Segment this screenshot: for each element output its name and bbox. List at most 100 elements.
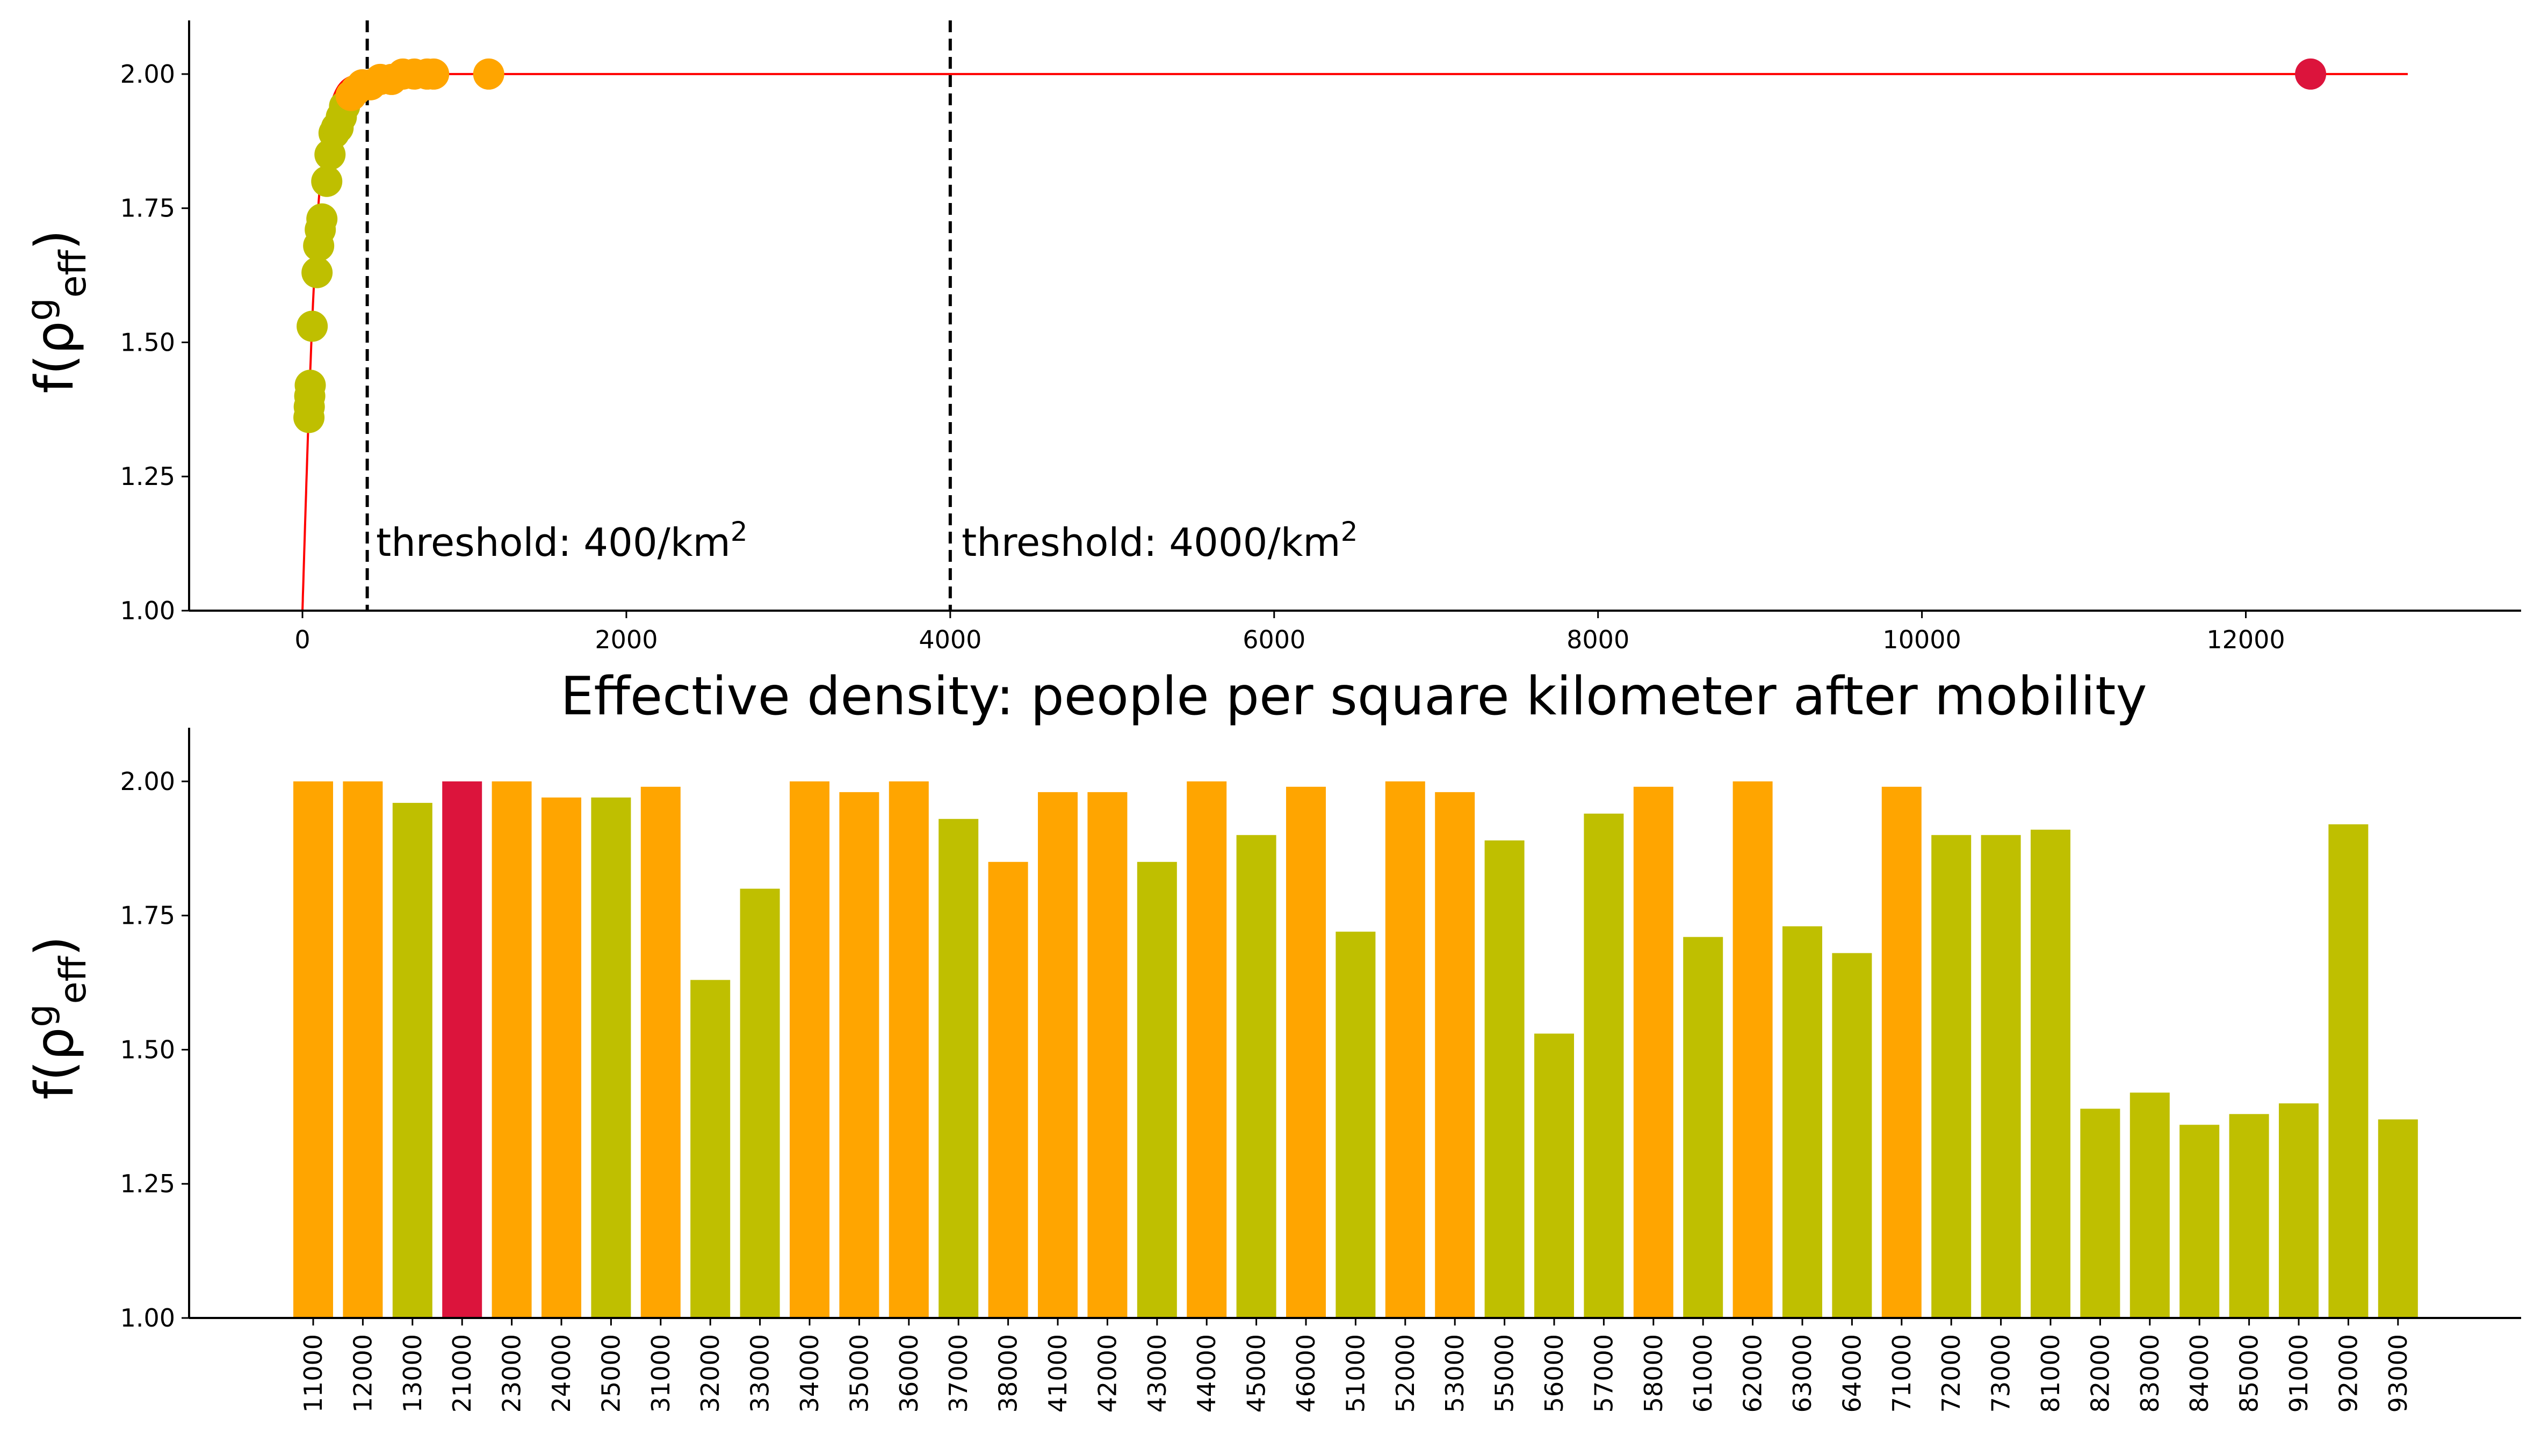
x-tick-label: 2000 — [595, 625, 658, 654]
bar — [591, 797, 631, 1318]
category-label: 34000 — [795, 1334, 824, 1412]
category-label: 13000 — [398, 1334, 427, 1412]
category-label: 24000 — [547, 1334, 576, 1412]
bar — [2328, 824, 2369, 1318]
y-tick-label: 1.00 — [120, 1303, 175, 1332]
bar — [790, 781, 829, 1318]
bottom-bar-chart: 1.00 1.25 1.50 1.75 2.00 11000 12000 13000 2100… — [19, 728, 2521, 1412]
x-tick-label: 8000 — [1567, 625, 1629, 654]
bar — [740, 888, 780, 1318]
bar — [1881, 786, 1922, 1318]
bar — [1534, 1033, 1574, 1318]
category-label: 82000 — [2085, 1334, 2114, 1412]
category-label: 64000 — [1837, 1334, 1866, 1412]
category-label: 53000 — [1440, 1334, 1469, 1412]
category-label: 92000 — [2334, 1334, 2363, 1412]
bar — [1832, 953, 1872, 1318]
x-tick-label: 6000 — [1243, 625, 1305, 654]
x-tick-label: 12000 — [2206, 625, 2285, 654]
bar — [1435, 792, 1475, 1318]
bar — [1286, 786, 1326, 1318]
category-label: 36000 — [894, 1334, 923, 1412]
x-axis-title: Effective density: people per square kil… — [560, 666, 2147, 727]
category-label: 25000 — [596, 1334, 625, 1412]
threshold-400-label: threshold: 400/km2 — [376, 516, 748, 565]
category-label: 33000 — [746, 1334, 775, 1412]
bar — [1981, 835, 2021, 1318]
category-label: 62000 — [1738, 1334, 1767, 1412]
y-tick-label: 1.25 — [120, 1169, 175, 1198]
y-tick-label: 2.00 — [120, 767, 175, 796]
category-label: 11000 — [299, 1334, 328, 1412]
scatter-point — [294, 370, 326, 401]
bar — [542, 797, 581, 1318]
fit-curve — [301, 73, 2408, 611]
top-y-axis-title: f(ρgeff) — [19, 229, 95, 393]
bar — [2279, 1103, 2319, 1318]
category-label: 83000 — [2135, 1334, 2164, 1412]
bar — [392, 802, 432, 1318]
category-label: 35000 — [844, 1334, 874, 1412]
category-label: 56000 — [1540, 1334, 1569, 1412]
bar — [1584, 813, 1624, 1318]
y-tick-label: 1.25 — [120, 462, 175, 491]
bar — [690, 980, 731, 1318]
category-label: 12000 — [348, 1334, 377, 1412]
category-label: 84000 — [2185, 1334, 2214, 1412]
category-label: 31000 — [646, 1334, 675, 1412]
threshold-annotations: threshold: 400/km2 threshold: 4000/km2 — [376, 516, 1358, 565]
bottom-x-ticks: 11000 12000 13000 21000 23000 24000 25000 31000… — [299, 1318, 2413, 1412]
category-label: 85000 — [2235, 1334, 2264, 1412]
bar — [939, 818, 979, 1318]
bar — [2129, 1092, 2170, 1318]
scatter-point — [301, 257, 333, 288]
bar — [1385, 781, 1425, 1318]
category-label: 91000 — [2284, 1334, 2313, 1412]
scatter-point — [418, 58, 450, 90]
bottom-chart-bars — [293, 781, 2418, 1318]
bottom-y-ticks: 1.00 1.25 1.50 1.75 2.00 — [120, 767, 189, 1332]
category-label: 81000 — [2036, 1334, 2065, 1412]
y-tick-label: 1.00 — [120, 596, 175, 625]
scatter-point — [2295, 58, 2327, 90]
bar — [1633, 786, 1673, 1318]
x-tick-label: 0 — [294, 625, 310, 654]
category-label: 23000 — [497, 1334, 526, 1412]
top-scatter-chart: 1.00 1.25 1.50 1.75 2.00 0 2000 4000 6000 8000 10… — [19, 20, 2521, 727]
x-tick-label: 10000 — [1882, 625, 1961, 654]
bar — [889, 781, 929, 1318]
bar — [1087, 792, 1128, 1318]
category-label: 57000 — [1589, 1334, 1618, 1412]
scatter-point — [311, 165, 343, 197]
scatter-point — [473, 58, 504, 90]
category-label: 71000 — [1887, 1334, 1916, 1412]
category-label: 72000 — [1937, 1334, 1966, 1412]
bar — [640, 786, 681, 1318]
top-y-ticks: 1.00 1.25 1.50 1.75 2.00 — [120, 60, 189, 625]
bar — [343, 781, 383, 1318]
category-label: 63000 — [1788, 1334, 1817, 1412]
category-label: 61000 — [1688, 1334, 1717, 1412]
bar — [1683, 937, 1723, 1318]
category-label: 93000 — [2384, 1334, 2413, 1412]
bar — [839, 792, 879, 1318]
threshold-4000-label: threshold: 4000/km2 — [962, 516, 1358, 565]
bar — [492, 781, 532, 1318]
category-label: 38000 — [994, 1334, 1023, 1412]
category-label: 73000 — [1987, 1334, 2016, 1412]
category-label: 44000 — [1192, 1334, 1221, 1412]
bar — [1336, 931, 1376, 1318]
category-label: 52000 — [1391, 1334, 1420, 1412]
y-tick-label: 1.75 — [120, 194, 175, 223]
category-label: 46000 — [1291, 1334, 1320, 1412]
bar — [1732, 781, 1773, 1318]
top-x-ticks: 0 2000 4000 6000 8000 10000 12000 — [294, 611, 2285, 654]
bar — [442, 781, 482, 1318]
bar — [2031, 829, 2070, 1318]
bar — [2179, 1125, 2220, 1318]
bar — [1931, 835, 1972, 1318]
y-tick-label: 1.75 — [120, 901, 175, 930]
category-label: 41000 — [1043, 1334, 1072, 1412]
bar — [1038, 792, 1078, 1318]
